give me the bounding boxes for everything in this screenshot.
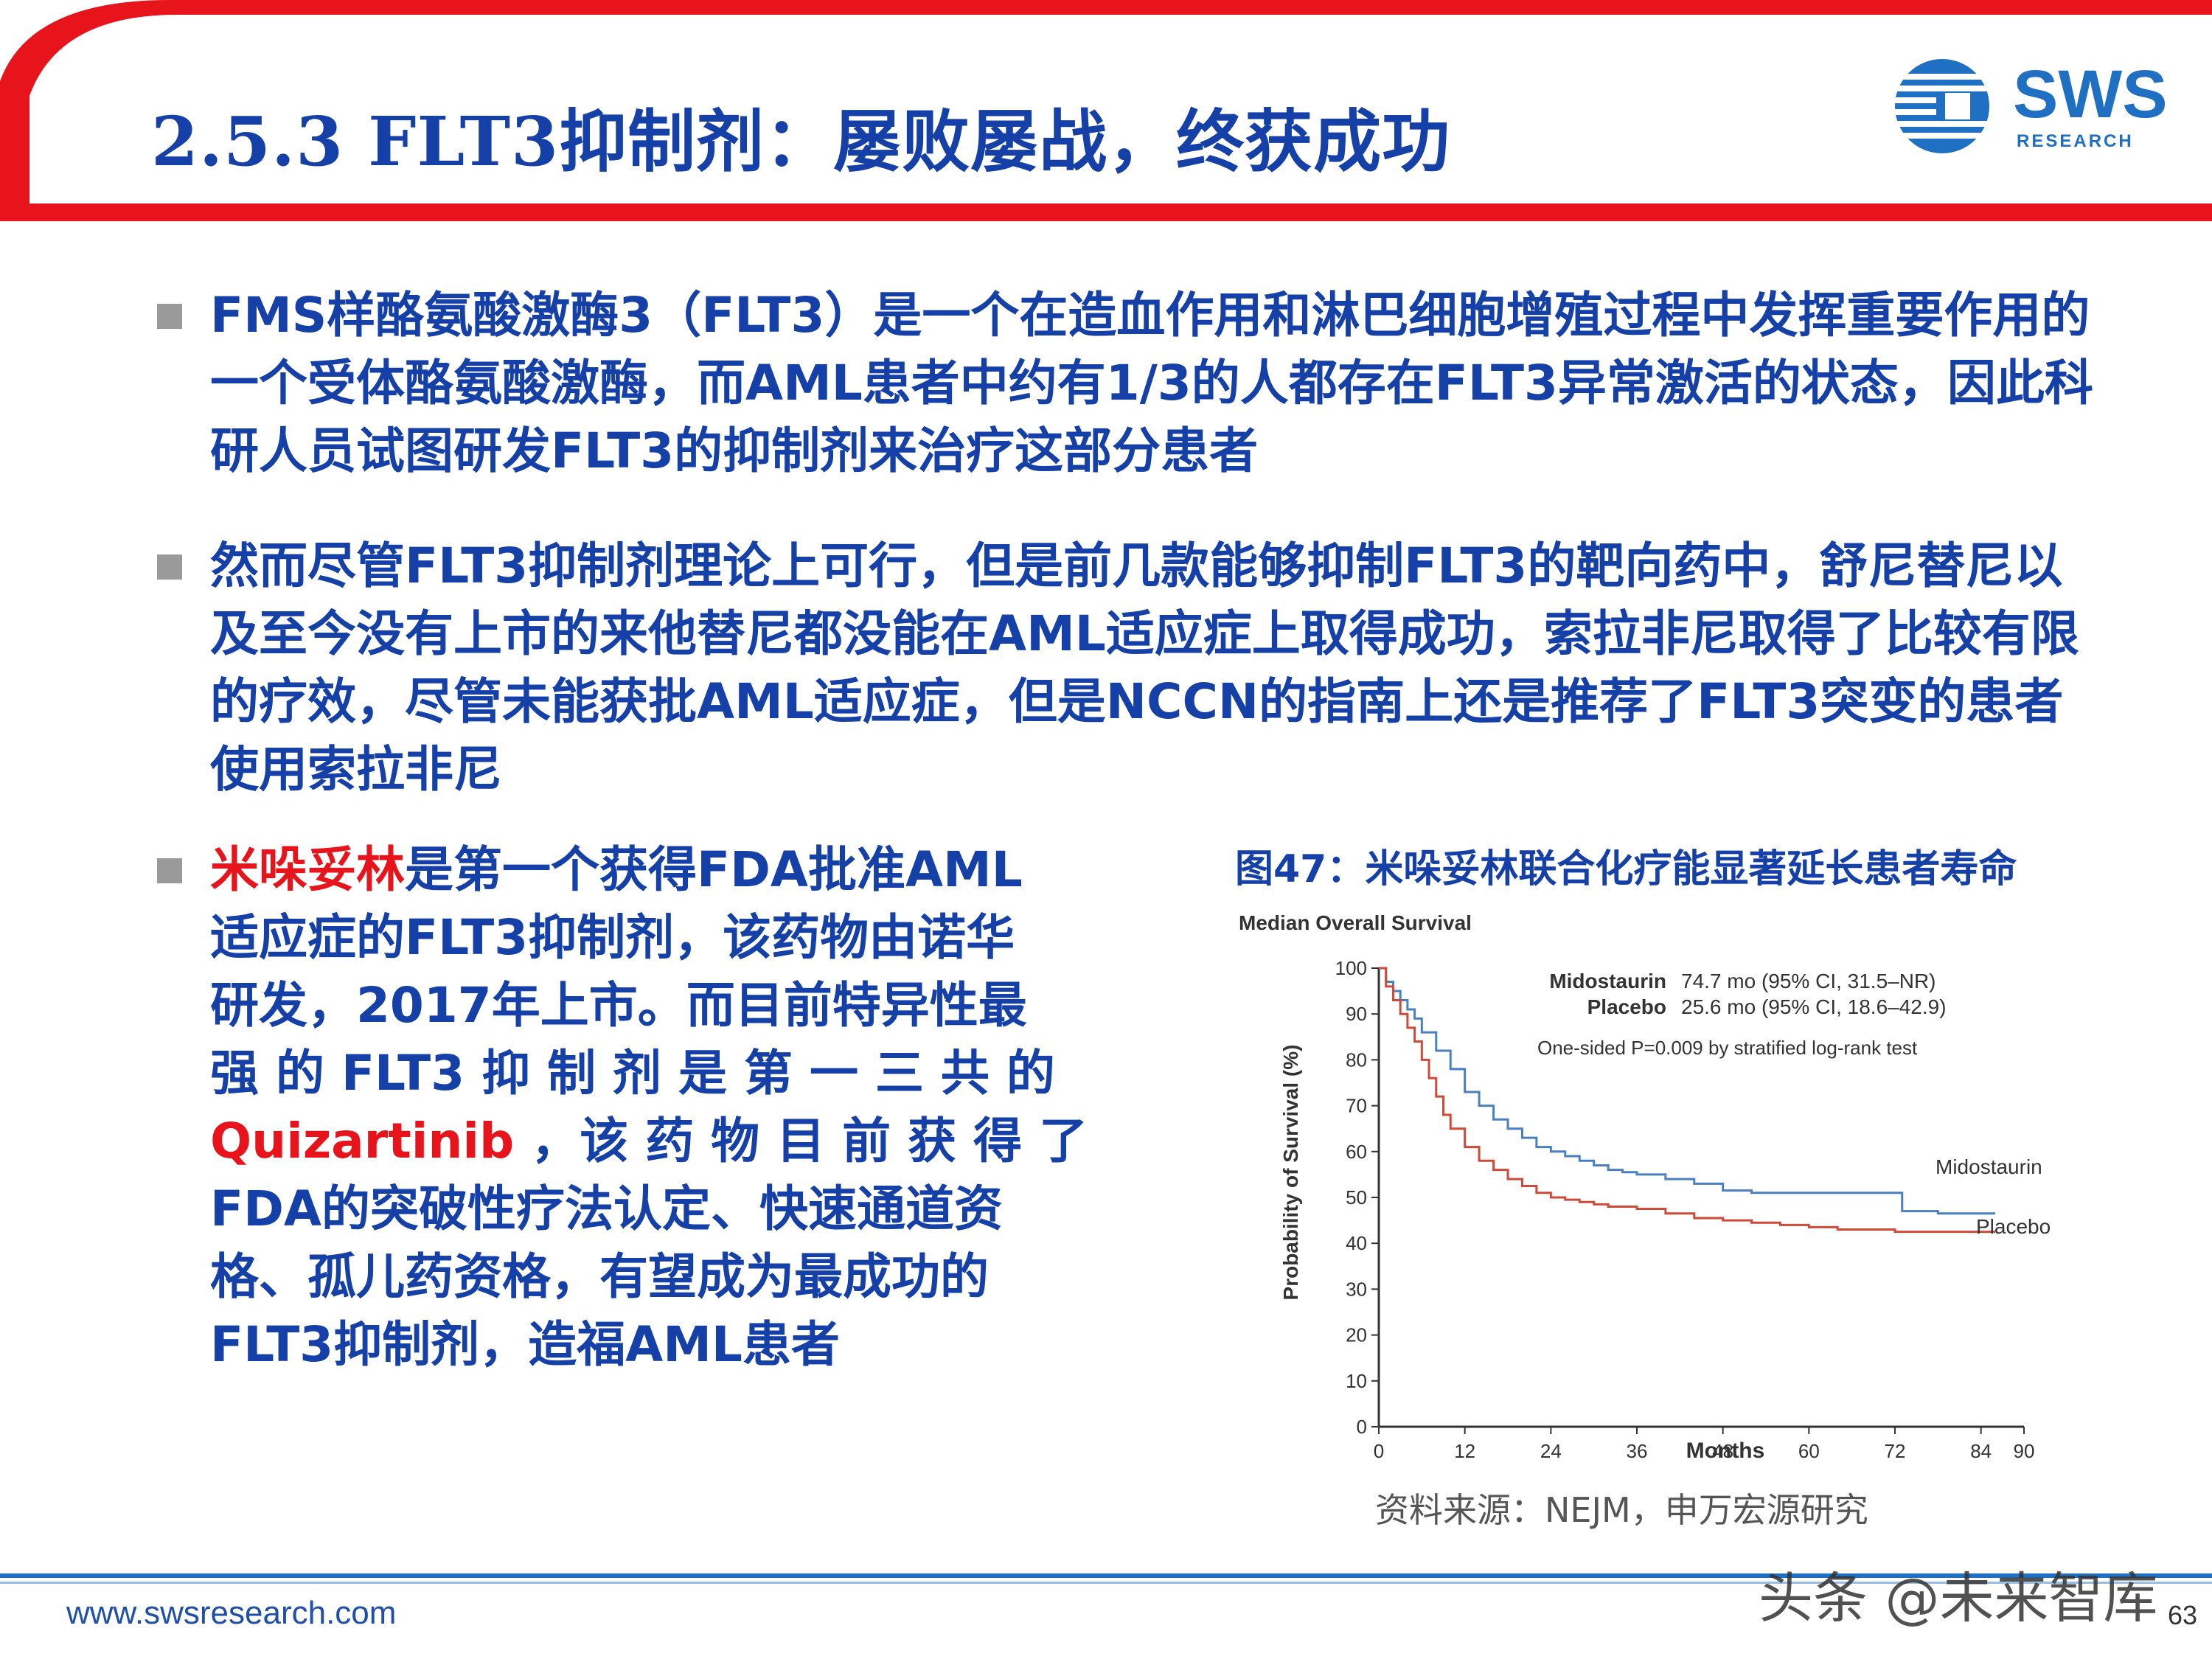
x-tick-label: 72 [1885, 1440, 1906, 1462]
highlight-quizartinib: Quizartinib [210, 1113, 515, 1169]
y-tick-label: 30 [1346, 1278, 1367, 1300]
bullet-text: 然而尽管FLT3抑制剂理论上可行，但是前几款能够抑制FLT3的靶向药中，舒尼替尼… [210, 538, 2079, 798]
x-tick-label: 24 [1540, 1440, 1562, 1462]
figure-title: 图47：米哚妥林联合化疗能显著延长患者寿命 [1235, 847, 2017, 891]
figure-source: 资料来源：NEJM，申万宏源研究 [1375, 1490, 1868, 1530]
highlight-midostaurin: 米哚妥林 [210, 841, 405, 898]
header-banner [0, 0, 2212, 221]
bullet-square-icon [157, 858, 182, 883]
bullet-line: 适应症的FLT3抑制剂，该药物由诺华 [210, 909, 1015, 966]
series-label-placebo: Placebo [1976, 1215, 2051, 1238]
y-tick-label: 90 [1346, 1003, 1367, 1025]
bullet-text: ，该 药 物 目 前 获 得 了 [514, 1113, 1088, 1169]
bullet-text: 是第一个获得FDA批准AML [405, 841, 1023, 898]
y-tick-label: 0 [1357, 1416, 1367, 1438]
bullet-line: 米哚妥林是第一个获得FDA批准AML [210, 836, 1132, 904]
x-tick-label: 0 [1374, 1440, 1384, 1462]
y-axis-label: Probability of Survival (%) [1279, 1045, 1302, 1301]
series-line-midostaurin [1379, 967, 1996, 1215]
bullet-line: 强 的 FLT3 抑 制 剂 是 第 一 三 共 的 [210, 1045, 1055, 1102]
bullet-line: 格、孤儿药资格，有望成为最成功的 [210, 1248, 989, 1305]
series-line-placebo [1379, 967, 1996, 1234]
y-tick-label: 50 [1346, 1186, 1367, 1208]
y-tick-label: 10 [1346, 1370, 1367, 1392]
bullet-line: 研发，2017年上市。而目前特异性最 [210, 977, 1027, 1034]
x-axis-label: Months [1686, 1439, 1765, 1463]
bullet-flt3-intro: FMS样酪氨酸激酶3（FLT3）是一个在造血作用和淋巴细胞增殖过程中发挥重要作用… [157, 282, 2098, 485]
chart-annotation: One-sided P=0.009 by stratified log-rank… [1537, 1037, 1918, 1059]
legend-text-placebo: 25.6 mo (95% CI, 18.6–42.9) [1681, 995, 1947, 1018]
logo-subtext: RESEARCH [2017, 131, 2134, 151]
x-tick-label: 60 [1798, 1440, 1820, 1462]
page-number: 63 [2168, 1600, 2198, 1630]
sws-logo: SWS RESEARCH [1888, 55, 2168, 158]
x-tick-label: 36 [1627, 1440, 1648, 1462]
bullet-line: FLT3抑制剂，造福AML患者 [210, 1316, 840, 1373]
x-tick-label: 84 [1970, 1440, 1992, 1462]
legend-name-midostaurin: Midostaurin [1549, 970, 1666, 992]
x-tick-label: 48 [1712, 1440, 1733, 1462]
survival-chart: Median Overall Survival 0 10 20 30 40 50 60 70 8… [1239, 911, 2051, 1463]
series-label-midostaurin: Midostaurin [1935, 1155, 2042, 1178]
x-tick-label: 90 [2014, 1440, 2035, 1462]
bullet-line: Quizartinib ，该 药 物 目 前 获 得 了 [210, 1107, 1132, 1175]
bullet-midostaurin: 米哚妥林是第一个获得FDA批准AML 适应症的FLT3抑制剂，该药物由诺华 研发… [157, 836, 1132, 1379]
chart-title: Median Overall Survival [1239, 911, 1472, 934]
bullet-square-icon [157, 554, 182, 580]
legend-name-placebo: Placebo [1587, 995, 1666, 1018]
watermark: 头条 @未来智库 [1759, 1567, 2158, 1630]
footer-website: www.swsresearch.com [66, 1595, 397, 1631]
legend-text-midostaurin: 74.7 mo (95% CI, 31.5–NR) [1681, 970, 1936, 992]
y-tick-label: 40 [1346, 1232, 1367, 1254]
bullet-line: FDA的突破性疗法认定、快速通道资 [210, 1180, 1003, 1237]
bullet-square-icon [157, 304, 182, 329]
y-tick-label: 80 [1346, 1048, 1367, 1071]
y-tick-label: 60 [1346, 1141, 1367, 1163]
y-tick-label: 70 [1346, 1095, 1367, 1117]
bullet-flt3-history: 然而尽管FLT3抑制剂理论上可行，但是前几款能够抑制FLT3的靶向药中，舒尼替尼… [157, 532, 2098, 804]
page-title: 2.5.3 FLT3抑制剂：屡败屡战，终获成功 [151, 102, 1451, 181]
logo-text: SWS [2013, 57, 2168, 132]
y-tick-label: 100 [1335, 957, 1367, 979]
footer-divider-thin [0, 1582, 2212, 1584]
sws-globe-icon [1892, 59, 1995, 153]
x-tick-label: 12 [1454, 1440, 1475, 1462]
y-tick-label: 20 [1346, 1324, 1367, 1346]
bullet-text: FMS样酪氨酸激酶3（FLT3）是一个在造血作用和淋巴细胞增殖过程中发挥重要作用… [210, 287, 2093, 479]
footer-divider [0, 1573, 2212, 1578]
